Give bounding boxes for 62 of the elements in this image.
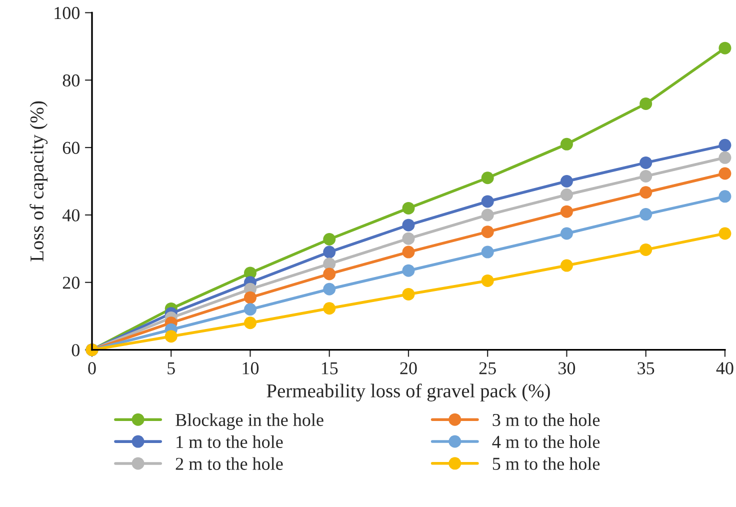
point [640,186,652,199]
point [323,282,336,296]
x-axis-title: Permeability loss of gravel pack (%) [266,384,550,402]
point [323,268,336,280]
point [481,274,494,287]
point [481,226,494,238]
point [402,246,415,258]
y-tick-label: 40 [62,209,80,222]
x-tick-label: 40 [716,362,734,374]
x-tick-label: 25 [479,362,496,374]
point [402,264,415,277]
y-axis-title: Loss of capacity (%) [30,101,48,262]
x-tick-label: 10 [242,362,259,374]
y-tick-label: 60 [62,142,80,154]
point [164,330,178,343]
point [402,288,415,300]
legend-label: 1 m to the hole [176,435,283,448]
point [640,170,652,182]
point [323,302,336,315]
point [640,156,652,169]
point [323,232,336,246]
x-tick-label: 35 [638,362,654,374]
x-tick-label: 5 [168,362,175,374]
legend-label: Blockage in the hole [176,413,324,430]
legend-label: 5 m to the hole [492,457,600,470]
y-tick-label: 80 [62,74,80,87]
point [718,167,732,180]
point [244,291,256,304]
x-tick-label: 20 [400,362,417,374]
point [560,175,573,188]
point [560,205,573,218]
point [323,246,336,258]
point [560,227,573,240]
legend-label: 4 m to the hole [492,435,600,448]
point [718,42,732,54]
y-tick-label: 0 [72,344,80,356]
point [718,138,732,152]
point [244,303,256,316]
point [402,218,415,232]
y-tick-label: 20 [62,276,80,289]
legend-label: 3 m to the hole [492,413,600,426]
point [481,208,494,222]
point [560,259,573,272]
point [402,202,415,214]
point [481,246,494,258]
x-tick-label: 15 [322,362,338,374]
point [560,188,573,201]
legend-label: 2 m to the hole [176,457,283,470]
x-tick-label: 30 [558,362,576,374]
point [640,97,652,110]
point [560,138,573,150]
y-tick-label: 100 [54,6,80,20]
point [718,190,732,203]
point [640,208,652,221]
point [481,172,494,184]
point [718,227,732,240]
point [402,232,415,245]
point [244,316,256,330]
point [481,195,494,208]
point [640,243,652,256]
x-tick-label: 0 [88,362,96,374]
point [718,151,732,164]
